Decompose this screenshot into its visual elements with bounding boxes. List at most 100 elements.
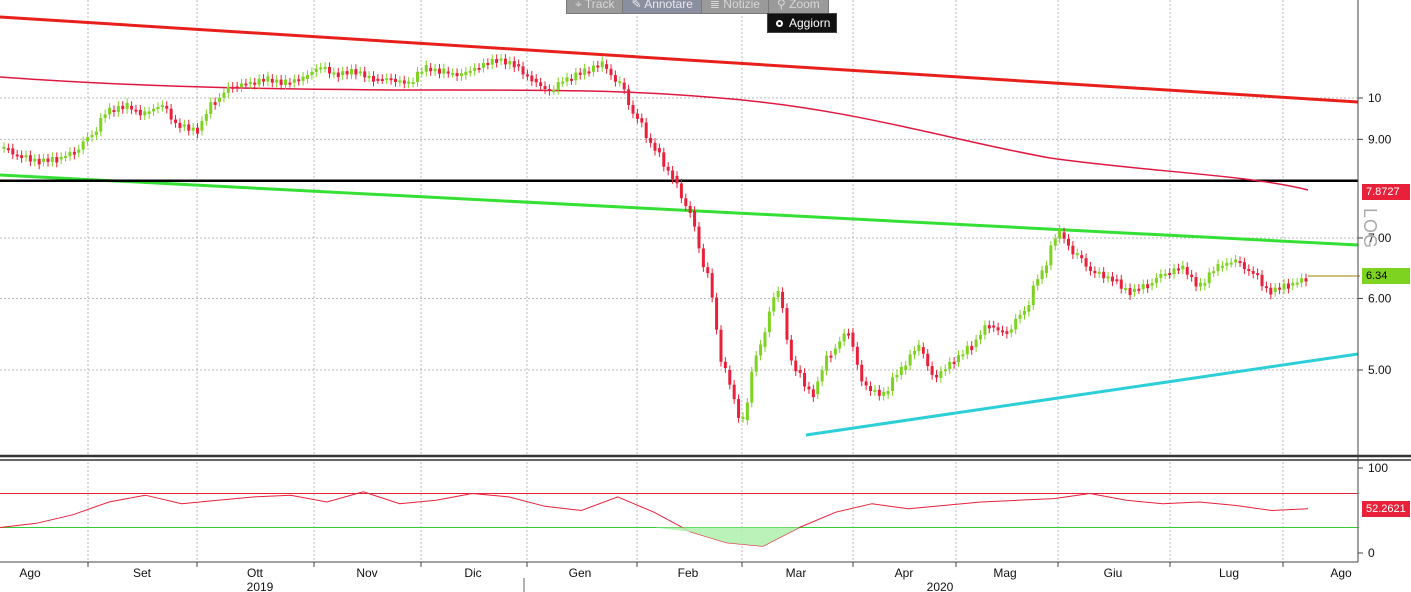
candle-body [28, 155, 32, 162]
candle-body [750, 371, 754, 403]
candle-body [1234, 259, 1238, 263]
candle-body [1295, 282, 1299, 285]
candle-body [459, 73, 463, 77]
candle-body [486, 63, 490, 66]
candle-body [429, 67, 433, 72]
candle-body [794, 360, 798, 372]
candle-body [965, 345, 969, 355]
candle-body [763, 332, 767, 348]
candle-body [952, 361, 956, 364]
candle-body [99, 117, 103, 132]
x-tick-label: Mag [993, 566, 1016, 580]
candle-body [415, 71, 419, 83]
candle-body [389, 78, 393, 81]
candle-body [328, 66, 331, 74]
candle-body [1071, 245, 1075, 255]
candle-body [42, 158, 46, 162]
candle-body [33, 158, 37, 162]
x-year-label: 2019 [247, 580, 274, 592]
candle-body [1300, 278, 1304, 283]
candle-body [345, 71, 349, 75]
candle-body [292, 79, 296, 83]
candle-body [574, 72, 578, 81]
candle-body [2, 146, 6, 149]
x-tick-label: Giu [1104, 566, 1123, 580]
candle-body [512, 61, 516, 68]
candle-body [86, 137, 90, 142]
rsi-panel [0, 491, 1358, 547]
candle-body [1291, 282, 1295, 286]
x-tick-label: Lug [1219, 566, 1239, 580]
candle-body [671, 170, 675, 180]
track-button[interactable]: ⌖ Track [567, 0, 624, 13]
candle-body [455, 72, 459, 77]
candle-body [226, 86, 230, 93]
candle-body [451, 72, 455, 75]
refresh-button[interactable]: Aggiorn [767, 13, 837, 33]
candle-body [1251, 271, 1255, 274]
candle-body [1282, 283, 1286, 290]
candle-body [477, 67, 481, 70]
news-button[interactable]: ≣ Notizie [702, 0, 769, 13]
rsi-line [0, 491, 1309, 547]
candle-body [539, 82, 543, 87]
refresh-label: Aggiorn [789, 16, 831, 30]
candle-body [781, 291, 785, 309]
candle-body [521, 66, 525, 75]
candle-body [191, 127, 195, 131]
candle-body [1106, 276, 1110, 279]
candle-body [174, 119, 178, 123]
candle-body [679, 183, 683, 199]
candle-body [1203, 283, 1207, 286]
candle-body [1040, 270, 1044, 280]
rsi-tick-label: 0 [1368, 546, 1375, 560]
candle-body [121, 105, 125, 110]
candle-body [1256, 273, 1260, 276]
candle-body [1053, 238, 1057, 246]
candle-body [310, 71, 314, 76]
candle-body [464, 71, 468, 76]
candle-body [816, 381, 820, 395]
candle-body [112, 109, 116, 112]
candle-body [785, 308, 789, 340]
candle-body [297, 79, 301, 82]
candle-body [1080, 255, 1084, 259]
candle-body [1154, 277, 1158, 284]
refresh-icon [776, 19, 783, 27]
candle-body [319, 67, 323, 70]
candle-body [1172, 268, 1176, 275]
candle-body [468, 70, 472, 73]
candle-body [125, 102, 129, 110]
news-label: Notizie [723, 0, 760, 11]
candle-body [323, 66, 327, 69]
candle-body [649, 138, 653, 143]
candle-body [1159, 274, 1163, 278]
candle-body [970, 345, 974, 351]
candle-body [596, 65, 600, 68]
candle-body [248, 82, 252, 85]
candle-body [693, 210, 697, 227]
annotate-button[interactable]: ✎ Annotare [623, 0, 702, 13]
candle-body [156, 106, 160, 109]
candle-body [873, 389, 877, 392]
candle-body [358, 71, 362, 74]
candle-body [1022, 310, 1026, 315]
x-tick-label: Feb [678, 566, 699, 580]
candle-body [855, 346, 859, 365]
candle-body [930, 366, 934, 375]
candle-body [108, 107, 112, 115]
candle-body [1185, 267, 1189, 275]
zoom-button[interactable]: ⚲ Zoom [769, 0, 828, 13]
x-tick-label: Set [133, 566, 152, 580]
candle-body [737, 399, 741, 418]
candle-body [1190, 274, 1194, 278]
candle-body [1247, 269, 1251, 272]
candle-body [1075, 253, 1079, 256]
candle-body [688, 205, 692, 214]
y-tick-label: 7.00 [1368, 231, 1392, 245]
candle-body [864, 381, 868, 386]
candle-body [948, 361, 952, 370]
candle-body [754, 355, 758, 372]
